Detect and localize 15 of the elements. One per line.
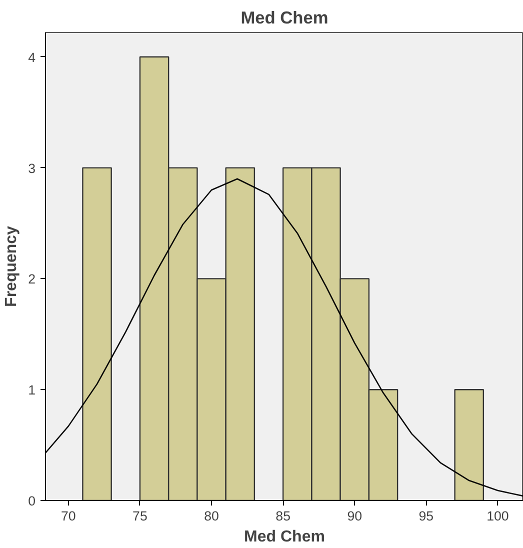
y-tick-label: 0 (28, 494, 36, 508)
y-tick-label: 2 (28, 272, 36, 287)
y-tick-label: 1 (28, 382, 36, 398)
x-axis-title: Med Chem (244, 528, 325, 546)
chart-title: Med Chem (240, 8, 328, 28)
x-tick-label: 80 (204, 508, 219, 524)
x-tick-label: 100 (486, 508, 509, 524)
x-tick-label: 90 (347, 508, 362, 524)
x-tick-label: 85 (276, 508, 290, 524)
y-axis-title: Frequency (3, 226, 20, 307)
x-tick-label: 75 (132, 508, 148, 524)
x-tick-label: 70 (60, 508, 76, 524)
y-tick-label: 3 (28, 160, 36, 176)
x-tick-label: 95 (418, 508, 434, 524)
y-tick-label: 4 (28, 50, 36, 65)
